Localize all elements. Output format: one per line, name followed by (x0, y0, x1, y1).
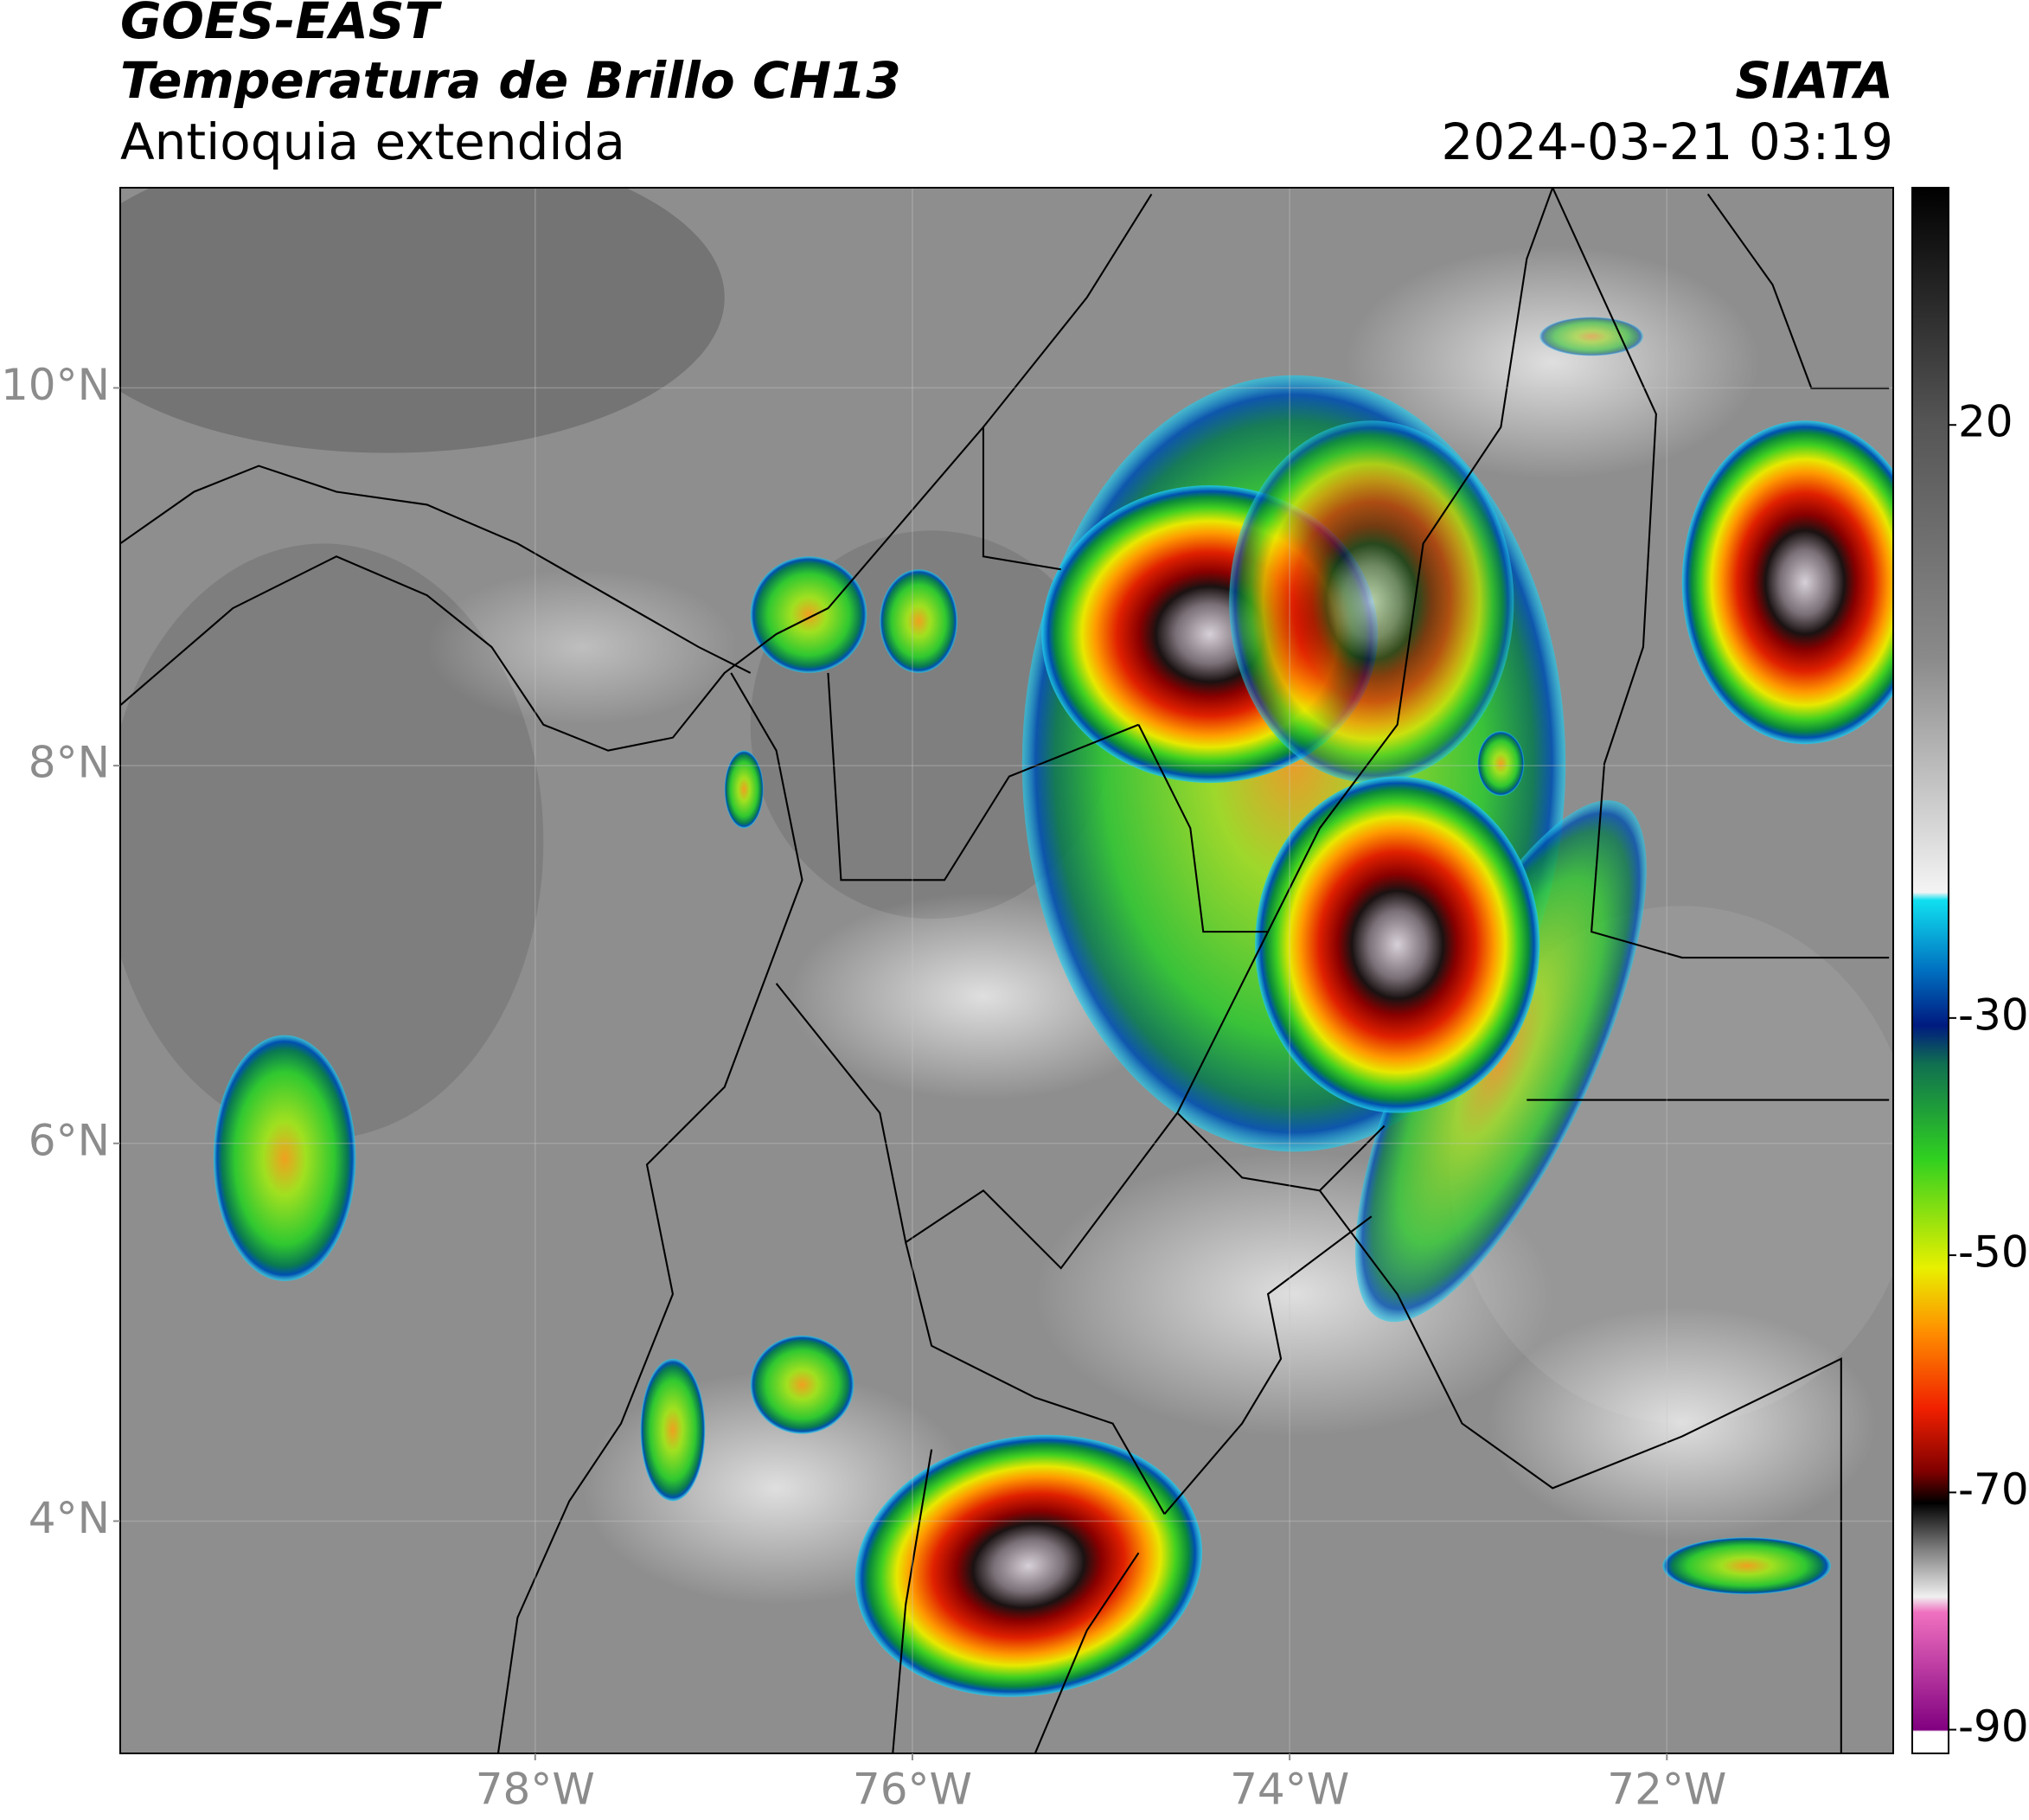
borders (120, 188, 1890, 1753)
subtitle: Temperatura de Brillo CH13 (120, 51, 901, 110)
region: Antioquia extendida (120, 112, 625, 171)
y-tick-label: 4°N (29, 1493, 110, 1543)
y-tick-label: 8°N (29, 738, 110, 788)
datetime: 2024-03-21 03:19 (1441, 112, 1893, 171)
map-frame (119, 187, 1894, 1754)
grid (120, 188, 1893, 1753)
colorbar-tick-label: 20 (1958, 397, 2013, 447)
colorbar-tick-label: -90 (1958, 1701, 2029, 1752)
title: GOES-EAST (120, 0, 443, 50)
x-tick-label: 76°W (853, 1765, 972, 1815)
colorbar-tick-label: -70 (1958, 1464, 2029, 1515)
map-area (120, 188, 1893, 1753)
x-tick-label: 78°W (476, 1765, 595, 1815)
x-tick-label: 72°W (1607, 1765, 1726, 1815)
x-tick-label: 74°W (1230, 1765, 1349, 1815)
satellite-imagery (120, 188, 1893, 1753)
y-tick-label: 6°N (29, 1115, 110, 1165)
y-tick-label: 10°N (1, 360, 110, 410)
source: SIATA (1735, 51, 1893, 110)
colorbar-tick-label: -30 (1958, 990, 2029, 1040)
colorbar (1911, 187, 1949, 1754)
colorbar-tick-label: -50 (1958, 1227, 2029, 1278)
